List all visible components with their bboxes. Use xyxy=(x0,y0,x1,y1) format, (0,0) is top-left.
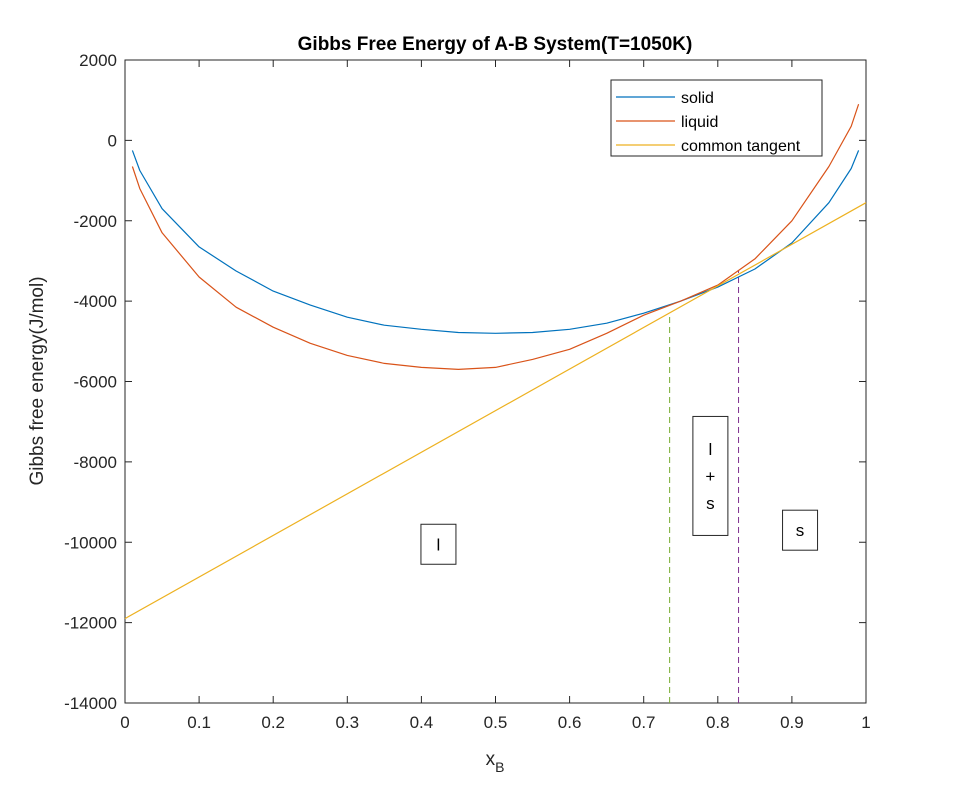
x-tick-label: 0.6 xyxy=(558,713,582,732)
region-annotation-text: + xyxy=(705,467,715,486)
series-lines xyxy=(124,104,867,620)
y-tick-label: -12000 xyxy=(64,614,117,633)
y-tick-label: -6000 xyxy=(74,373,117,392)
legend-label-solid: solid xyxy=(681,90,714,107)
x-tick-label: 0.4 xyxy=(410,713,434,732)
y-tick-label: -4000 xyxy=(74,292,117,311)
series-line-solid xyxy=(131,150,860,334)
x-tick-label: 0.5 xyxy=(484,713,508,732)
y-tick-label: -10000 xyxy=(64,533,117,552)
x-tick-label: 0.7 xyxy=(632,713,656,732)
y-tick-label: 0 xyxy=(108,131,117,150)
y-axis-label: Gibbs free energy(J/mol) xyxy=(27,276,48,485)
series-line-liquid xyxy=(131,104,860,370)
region-annotation-box xyxy=(420,523,457,565)
region-annotation-text: l xyxy=(708,440,712,459)
plot-area xyxy=(124,59,867,704)
region-annotation-text: l xyxy=(437,535,441,554)
phase-boundary-lines xyxy=(669,270,740,703)
x-tick-label: 0.8 xyxy=(706,713,730,732)
x-axis-label-subscript: B xyxy=(495,759,504,775)
x-tick-label: 0.1 xyxy=(187,713,211,732)
x-tick-label: 0.2 xyxy=(261,713,285,732)
legend-label-liquid: liquid xyxy=(681,114,718,131)
legend-box xyxy=(610,79,823,157)
x-tick-label: 0 xyxy=(120,713,129,732)
x-tick-label: 0.9 xyxy=(780,713,804,732)
x-tick-label: 1 xyxy=(861,713,870,732)
x-tick-label: 0.3 xyxy=(335,713,359,732)
x-axis-label-main: x xyxy=(486,749,496,770)
x-axis-label: xB xyxy=(486,749,505,775)
y-tick-label: 2000 xyxy=(79,51,117,70)
legend: solid liquid common tangent xyxy=(610,79,823,157)
y-tick-label: -14000 xyxy=(64,694,117,713)
region-annotations: l l + s s xyxy=(420,415,819,565)
region-annotation-text: s xyxy=(796,521,805,540)
y-tick-label: -8000 xyxy=(74,453,117,472)
chart-title: Gibbs Free Energy of A-B System(T=1050K) xyxy=(298,34,693,55)
y-ticks: -14000 -12000 -10000 -8000 -6000 -4000 -2000 0 2… xyxy=(64,51,866,713)
x-ticks: 0 0.1 0.2 0.3 0.4 0.5 0.6 0.7 0.8 0.9 1 xyxy=(120,60,871,732)
region-annotation-text: s xyxy=(706,494,715,513)
legend-label-common-tangent: common tangent xyxy=(681,138,801,155)
series-line-common-tangent xyxy=(124,202,867,620)
y-tick-label: -2000 xyxy=(74,212,117,231)
region-annotation-box xyxy=(782,509,819,551)
region-annotation-box xyxy=(692,415,729,536)
